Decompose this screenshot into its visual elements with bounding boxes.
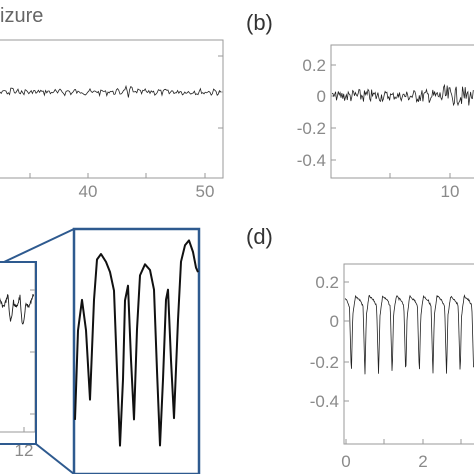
panel-b-ytick-label-m04: -0.4 — [297, 151, 326, 170]
panel-d-ytick-label-m04: -0.4 — [310, 392, 339, 411]
panel-d-trace — [344, 294, 474, 375]
panel-d: (d) 0.2 0 -0.2 -0.4 0 2 — [246, 224, 474, 471]
panel-b-frame — [330, 44, 474, 179]
panel-d-xtick-label-2: 2 — [418, 452, 427, 471]
panel-d-ytick-label-02: 0.2 — [315, 273, 339, 292]
panel-d-label: (d) — [246, 224, 273, 249]
panel-a-xtick-label-50: 50 — [196, 182, 215, 201]
panel-d-ytick-label-0: 0 — [330, 312, 339, 331]
panel-d-ytick-label-m02: -0.2 — [310, 353, 339, 372]
panel-b-ytick-label-m02: -0.2 — [297, 119, 326, 138]
panel-b-trace — [331, 83, 474, 107]
panel-a-title: izure — [0, 5, 43, 27]
panel-b-ytick-label-0: 0 — [317, 87, 326, 106]
panel-c-inset-trace — [74, 239, 199, 447]
panel-b: (b) 0.2 0 -0.2 -0.4 10 — [246, 10, 474, 201]
panel-a: izure 40 50 — [0, 5, 224, 201]
panel-b-label: (b) — [246, 10, 273, 35]
panel-d-xtick-label-0: 0 — [341, 452, 350, 471]
panel-c-zoom-region — [0, 261, 37, 445]
panel-d-frame — [343, 263, 474, 445]
panel-c-connector-bottom — [35, 443, 75, 474]
panel-a-xtick-label-40: 40 — [79, 182, 98, 201]
panel-c-small-trace — [0, 293, 34, 325]
panel-a-trace — [0, 84, 222, 98]
panel-b-xtick-label-10: 10 — [441, 182, 460, 201]
panel-c-connector-top — [3, 228, 75, 263]
panel-c: 12 — [0, 227, 201, 474]
panel-c-small-frame — [0, 261, 36, 433]
panel-b-ytick-label-02: 0.2 — [302, 56, 326, 75]
panel-a-frame — [0, 39, 224, 179]
panel-c-xtick-label-12: 12 — [15, 441, 34, 460]
